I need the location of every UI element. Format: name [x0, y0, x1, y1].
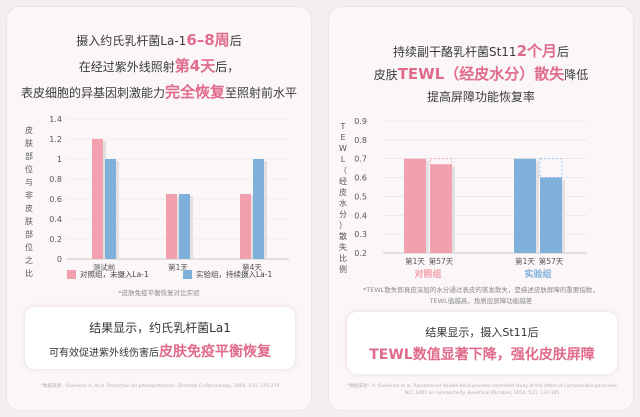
y-axis-label-char: 失 [339, 242, 347, 252]
y-tick-label: 1.4 [49, 115, 62, 124]
x-tick-label: 第1天 [515, 256, 535, 266]
bar [105, 159, 116, 259]
y-tick-label: 0.7 [354, 155, 367, 164]
y-axis-label-char: L [341, 155, 346, 164]
left-headline-1: 摄入约氏乳杆菌La-16–8周后 [76, 31, 242, 49]
right-panel: 持续副干酪乳杆菌St112个月后 皮肤TEWL（经皮水分）散失降低 提高屏障功能… [328, 6, 634, 411]
y-axis-label-char: 之 [25, 255, 33, 265]
x-tick-label: 第1天 [168, 262, 188, 272]
y-axis-label-char: E [340, 133, 345, 142]
legend-swatch-blue [183, 270, 192, 279]
group-label: 实验组 [524, 268, 551, 280]
y-axis-label-char: 部 [25, 151, 33, 161]
left-headline-3: 表皮细胞的异基因刺激能力完全恢复至照射前水平 [20, 83, 298, 101]
bar [92, 139, 103, 259]
x-tick-label: 第4天 [242, 262, 262, 272]
y-axis-label-char: T [340, 122, 346, 131]
legend-experiment: 实验组，持续摄入La-1 [183, 269, 272, 280]
bar [253, 159, 264, 259]
left-reference: *数据来源：Guéniche A, et al. Protection for … [40, 384, 280, 389]
y-axis-label-char: ） [339, 221, 347, 230]
bar [514, 158, 536, 253]
bar [540, 177, 562, 253]
left-headline-2: 在经过紫外线照射第4天后， [78, 57, 240, 75]
y-tick-label: 0.8 [49, 175, 62, 184]
y-tick-label: 0.2 [49, 235, 62, 244]
y-axis-label-char: W [339, 144, 347, 153]
y-axis-label-char: 肤 [25, 138, 33, 148]
decrease-outline [539, 158, 563, 178]
bar [166, 194, 177, 259]
bar [240, 194, 251, 259]
y-axis-label-char: 皮 [339, 187, 347, 197]
y-tick-label: 0.8 [354, 136, 367, 145]
left-result-box: 结果显示，约氏乳杆菌La1 可有效促进紫外线伤害后皮肤免疫平衡恢复 [25, 307, 295, 369]
y-axis-label-char: 位 [25, 164, 33, 174]
y-axis-label-char: 散 [339, 231, 347, 241]
y-axis-label-char: 皮 [25, 125, 33, 135]
left-result-line-2: 可有效促进紫外线伤害后皮肤免疫平衡恢复 [49, 344, 271, 360]
x-tick-label: 第1天 [405, 256, 425, 266]
left-result-line-1: 结果显示，约氏乳杆菌La1 [89, 321, 231, 335]
y-tick-label: 0.4 [354, 211, 367, 220]
right-note-2: TEWL值越高，角质层屏障功能越差 [429, 297, 533, 305]
decrease-outline [429, 158, 453, 165]
bar [430, 164, 452, 253]
right-result-line-1: 结果显示，摄入St11后 [425, 326, 539, 339]
y-axis-label-char: 比 [339, 253, 347, 263]
y-tick-label: 0.2 [354, 249, 367, 258]
y-axis-label-char: 比 [25, 268, 33, 278]
x-tick-label: 第57天 [429, 256, 454, 266]
left-panel: 摄入约氏乳杆菌La-16–8周后 在经过紫外线照射第4天后， 表皮细胞的异基因刺… [6, 6, 312, 411]
y-tick-label: 0.3 [354, 230, 367, 239]
y-axis-label-char: 肤 [25, 216, 33, 226]
y-tick-label: 0.9 [354, 117, 367, 126]
right-headline-3: 提高屏障功能恢复率 [426, 90, 535, 104]
y-axis-label-char: 位 [25, 242, 33, 252]
y-tick-label: 1 [57, 155, 62, 164]
y-axis-label-char: 例 [339, 264, 347, 274]
y-axis-label-char: 非 [25, 190, 33, 200]
y-tick-label: 0.5 [354, 192, 367, 201]
y-axis-label-char: 分 [339, 210, 347, 219]
legend-swatch-pink [67, 270, 76, 279]
bar [179, 194, 190, 259]
x-tick-label: 第57天 [539, 256, 564, 266]
right-result-line-2: TEWL数值显著下降，强化皮肤屏障 [369, 347, 595, 363]
y-axis-label-char: （ [339, 166, 347, 175]
y-tick-label: 0.6 [354, 174, 367, 183]
y-axis-label-char: 与 [25, 178, 33, 187]
bar [404, 158, 426, 253]
y-axis-label-char: 部 [25, 229, 33, 239]
x-tick-label: 测试前 [93, 262, 116, 272]
y-tick-label: 0 [57, 255, 62, 264]
right-note-1: *TEWL散失即真皮深层的水分通过表皮的蒸发散失，是描述皮肤屏障的重要指数， [363, 286, 599, 294]
y-tick-label: 0.4 [49, 215, 62, 224]
right-headline-2: 皮肤TEWL（经皮水分）散失降低 [373, 65, 589, 83]
legend-control: 对照组，未摄入La-1 [67, 269, 149, 280]
y-axis-label-char: 经 [339, 176, 347, 186]
y-tick-label: 1.2 [49, 135, 62, 144]
right-reference: *数据来源：A. Guéniche et al. Randomised doub… [347, 384, 617, 396]
y-axis-label-char: 皮 [25, 203, 33, 213]
y-tick-label: 0.6 [49, 195, 62, 204]
group-label: 对照组 [414, 268, 441, 280]
left-note: *皮肤免疫平衡恢复对比实验 [118, 289, 200, 297]
y-axis-label-char: 水 [339, 198, 347, 208]
right-headline-1: 持续副干酪乳杆菌St112个月后 [392, 42, 570, 60]
right-result-box: 结果显示，摄入St11后 TEWL数值显著下降，强化皮肤屏障 [347, 312, 617, 374]
